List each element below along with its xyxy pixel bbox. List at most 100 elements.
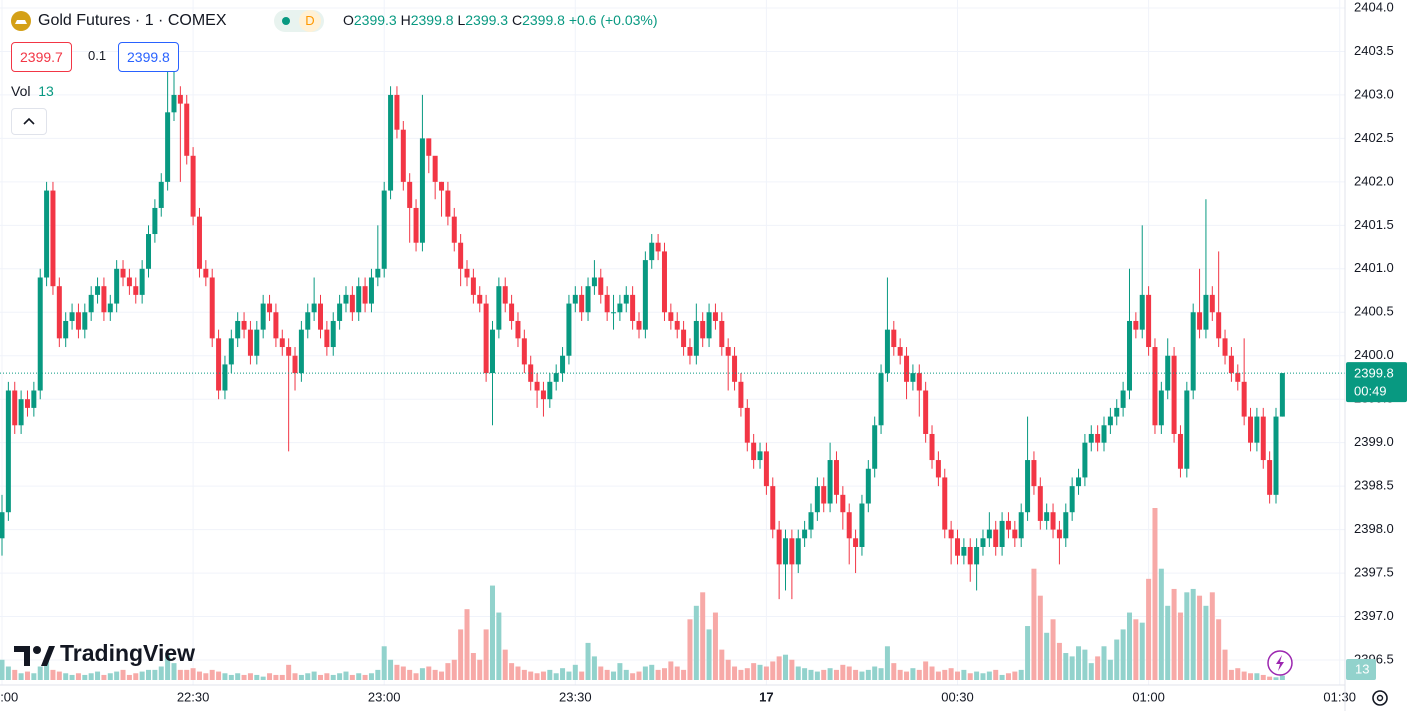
candle-body (120, 268, 126, 278)
volume-bar (95, 671, 101, 680)
candle-body (254, 329, 260, 356)
candle-body (738, 381, 744, 408)
candle-body (400, 129, 406, 182)
bid-button[interactable]: 2399.7 (11, 42, 72, 72)
candle-body (1254, 416, 1260, 443)
volume-bar (1114, 639, 1120, 680)
x-tick-label: 23:30 (559, 689, 592, 704)
candle-body (763, 451, 769, 487)
candle-body (655, 242, 661, 252)
volume-bar (286, 664, 292, 680)
volume-bar (763, 666, 769, 680)
volume-bar (279, 674, 285, 680)
x-tick-label: 22:30 (177, 689, 210, 704)
volume-bar (974, 671, 980, 680)
volume-bar (356, 673, 362, 680)
volume-bar (458, 629, 464, 680)
candle-body (184, 103, 190, 156)
candle-body (171, 94, 177, 113)
volume-bar (311, 671, 317, 680)
volume-bar (674, 666, 680, 680)
candle-body (152, 207, 158, 235)
volume-bar (1005, 673, 1011, 680)
volume-bar (808, 669, 814, 680)
status-pill[interactable]: D (274, 10, 324, 32)
volume-bar (591, 656, 597, 680)
volume-bar (432, 669, 438, 680)
volume-bar (872, 666, 878, 680)
candle-body (872, 425, 878, 469)
volume-bar (579, 671, 585, 680)
volume-bar (1056, 642, 1062, 680)
candle-body (681, 329, 687, 348)
y-tick-label: 2399.0 (1354, 434, 1394, 449)
candle-body (407, 181, 413, 208)
volume-bar (413, 673, 419, 680)
settings-button[interactable] (1372, 690, 1388, 706)
candle-body (693, 320, 699, 356)
volume-bar (165, 653, 171, 680)
volume-bar (1248, 673, 1254, 680)
candle-body (158, 181, 164, 208)
candle-body (1222, 338, 1228, 356)
candle-body (617, 303, 623, 313)
volume-bar (50, 669, 56, 680)
candle-body (228, 338, 234, 365)
candle-body (649, 242, 655, 261)
brand-name: TradingView (60, 640, 195, 666)
symbol-title: Gold Futures · 1 · COMEX (38, 12, 227, 29)
candle-body (732, 355, 738, 382)
volume-bar (789, 659, 795, 680)
volume-bar (706, 629, 712, 680)
volume-bar (451, 659, 457, 680)
candle-body (1235, 373, 1241, 382)
volume-bar (362, 674, 368, 680)
volume-bar (1076, 646, 1082, 680)
volume-bar (139, 671, 145, 680)
volume-bar (980, 673, 986, 680)
y-tick-label: 2400.5 (1354, 304, 1394, 319)
candle-body (897, 347, 903, 356)
candle-body (69, 312, 75, 321)
candle-body (311, 303, 317, 313)
volume-bar (795, 666, 801, 680)
x-tick-label: 01:30 (1323, 689, 1356, 704)
lightning-button[interactable] (1267, 650, 1293, 676)
candle-body (37, 277, 43, 391)
volume-bar (509, 663, 515, 680)
volume-bar (1120, 629, 1126, 680)
volume-bar (553, 673, 559, 680)
volume-bar (1197, 595, 1203, 680)
candle-body (337, 303, 343, 321)
candle-body (1012, 529, 1018, 539)
candle-body (891, 329, 897, 348)
volume-bar (1025, 626, 1031, 680)
candle-body (1146, 294, 1152, 348)
candle-body (496, 286, 502, 330)
volume-bar (222, 673, 228, 680)
candle-body (133, 286, 139, 295)
candle-body (1184, 390, 1190, 469)
candle-body (1158, 390, 1164, 426)
candle-body (668, 312, 674, 321)
y-tick-label: 2398.5 (1354, 478, 1394, 493)
candle-body (1126, 320, 1132, 391)
candle-body (636, 320, 642, 330)
candle-body (1018, 512, 1024, 539)
volume-bar (1267, 676, 1273, 680)
candle-body (706, 312, 712, 339)
candle-body (814, 486, 820, 513)
volume-bar (585, 642, 591, 680)
volume-bar (158, 666, 164, 680)
collapse-button[interactable] (11, 108, 47, 135)
candle-body (1260, 416, 1266, 461)
candle-body (579, 294, 585, 313)
volume-bar (891, 663, 897, 680)
candle-body (528, 364, 534, 382)
ask-button[interactable]: 2399.8 (118, 42, 179, 72)
candle-body (1088, 433, 1094, 443)
candle-body (286, 347, 292, 356)
candle-body (700, 320, 706, 339)
candle-body (439, 181, 445, 191)
volume-legend: Vol 13 (11, 83, 54, 99)
